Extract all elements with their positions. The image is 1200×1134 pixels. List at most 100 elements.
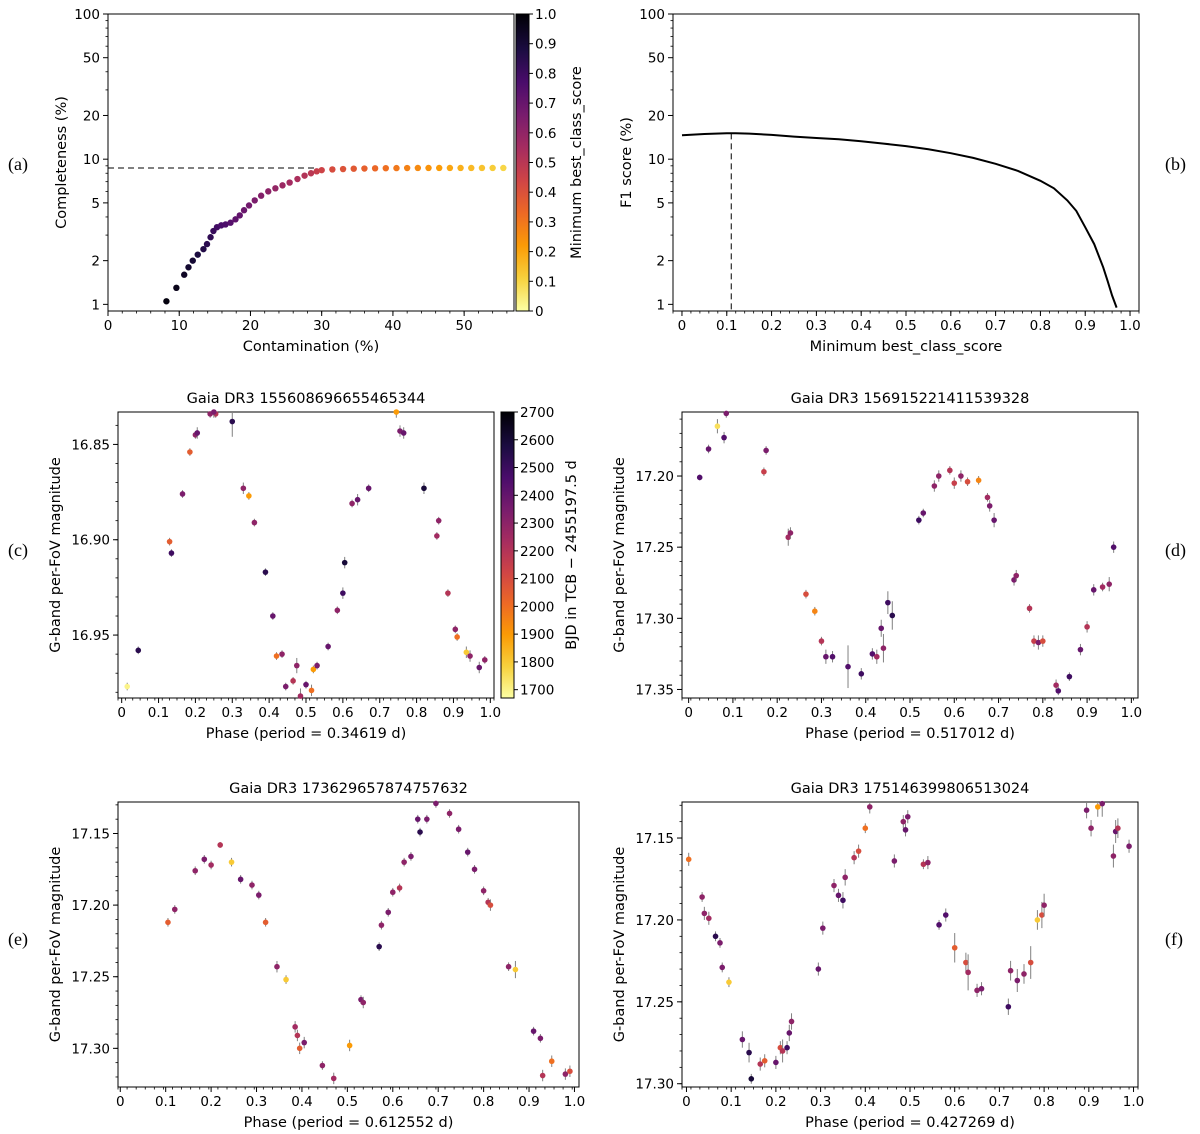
epoch-point — [902, 827, 909, 833]
threshold-point — [350, 165, 357, 172]
x-tick-label-c: 1.0 — [480, 705, 501, 721]
epoch-point — [548, 1058, 555, 1065]
epoch-point — [349, 500, 355, 507]
epoch-point — [761, 1057, 768, 1064]
epoch-point — [201, 856, 208, 863]
threshold-point — [189, 257, 196, 264]
epoch-point — [229, 418, 236, 425]
threshold-point — [279, 182, 286, 189]
epoch-point — [975, 477, 982, 484]
panel-letter-d: (d) — [1165, 540, 1186, 561]
epoch-point — [179, 491, 186, 497]
threshold-point — [436, 164, 443, 172]
epoch-point — [845, 663, 851, 670]
epoch-point — [567, 1068, 573, 1075]
x-axis-label-a: Contamination (%) — [243, 339, 379, 355]
epoch-point — [942, 912, 949, 918]
epoch-point — [354, 496, 361, 503]
colorbar-tick-label-a: 0.2 — [535, 245, 556, 261]
epoch-point — [187, 449, 193, 455]
x-tick-label-e: 0.7 — [427, 1094, 448, 1110]
epoch-point — [935, 473, 942, 479]
epoch-point — [1035, 639, 1042, 646]
epoch-point — [237, 876, 244, 883]
x-axis-label-d: Phase (period = 0.517012 d) — [805, 726, 1015, 742]
y-axis-label-c: G-band per-FoV magnitude — [48, 457, 64, 653]
epoch-point — [166, 538, 173, 545]
epoch-point — [292, 1024, 298, 1030]
epoch-point — [325, 643, 331, 650]
epoch-point — [192, 867, 199, 874]
x-tick-label-f: 0.6 — [944, 1094, 965, 1110]
epoch-point — [467, 653, 473, 659]
y-tick-label-a: 100 — [74, 7, 100, 23]
epoch-point — [211, 409, 217, 415]
threshold-point — [194, 251, 201, 258]
epoch-point — [1041, 902, 1047, 908]
threshold-point — [245, 202, 253, 209]
y-tick-label-f: 17.15 — [635, 831, 674, 847]
epoch-point — [835, 892, 842, 899]
epoch-point — [408, 853, 414, 860]
y-tick-label-a: 2 — [91, 254, 100, 270]
y-tick-label-b: 2 — [656, 254, 665, 270]
x-tick-label-e: 0.6 — [382, 1094, 403, 1110]
x-tick-label-d: 0 — [684, 705, 693, 721]
epoch-point — [1027, 959, 1034, 966]
epoch-point — [124, 683, 131, 690]
x-tick-label-b: 0.9 — [1074, 318, 1095, 334]
x-tick-label-b: 0.3 — [806, 318, 827, 334]
epoch-point — [1013, 572, 1020, 579]
threshold-point — [240, 207, 248, 214]
epoch-point — [925, 859, 931, 866]
epoch-point — [873, 653, 880, 660]
epoch-point — [246, 493, 252, 499]
x-tick-label-b: 0.5 — [895, 318, 916, 334]
threshold-point — [286, 179, 293, 186]
epoch-point — [454, 634, 460, 640]
epoch-point — [1011, 577, 1017, 583]
epoch-point — [842, 874, 848, 881]
panel-letter-f: (f) — [1165, 929, 1183, 950]
epoch-point — [228, 859, 235, 865]
epoch-point — [273, 653, 280, 659]
y-tick-label-f: 17.30 — [635, 1077, 674, 1093]
x-tick-label-b: 1.0 — [1119, 318, 1140, 334]
epoch-point — [840, 897, 846, 904]
epoch-point — [445, 590, 451, 596]
x-tick-label-c: 0.6 — [332, 705, 353, 721]
x-tick-label-d: 0.8 — [1032, 705, 1053, 721]
epoch-point — [757, 1061, 764, 1067]
y-axis-label-a: Completeness (%) — [54, 96, 70, 229]
x-tick-label-c: 0 — [117, 705, 126, 721]
x-tick-label-f: 0.7 — [989, 1094, 1010, 1110]
threshold-point — [203, 240, 211, 248]
epoch-point — [537, 1035, 544, 1042]
panel-letter-b: (b) — [1165, 154, 1186, 175]
epoch-point — [452, 626, 459, 633]
threshold-point — [227, 219, 234, 226]
x-tick-label-c: 0.7 — [369, 705, 390, 721]
epoch-point — [696, 474, 703, 481]
epoch-point — [308, 687, 315, 694]
epoch-point — [829, 653, 836, 660]
epoch-point — [726, 979, 732, 985]
y-tick-label-a: 10 — [83, 152, 100, 168]
x-tick-label-e: 0.1 — [155, 1094, 176, 1110]
panel-letter-c: (c) — [8, 540, 28, 561]
epoch-point — [330, 1075, 337, 1082]
epoch-point — [869, 651, 876, 657]
x-tick-label-a: 50 — [456, 318, 473, 334]
epoch-point — [963, 959, 969, 966]
x-tick-label-c: 0.5 — [295, 705, 316, 721]
y-tick-label-c: 16.85 — [71, 437, 110, 453]
colorbar-tick-label-a: 0.8 — [535, 66, 556, 82]
epoch-point — [858, 671, 865, 677]
epoch-point — [986, 503, 993, 509]
epoch-point — [818, 638, 825, 644]
x-tick-label-f: 0.3 — [810, 1094, 831, 1110]
threshold-point — [185, 264, 192, 271]
colorbar-tick-label-c: 2700 — [520, 405, 554, 421]
epoch-point — [761, 468, 767, 475]
panel-f-light-curve: 0 0.1 0.2 0.3 0.4 0.5 0.6 0.7 0.8 0.9 1.0 17.15 17.2… — [612, 781, 1144, 1131]
